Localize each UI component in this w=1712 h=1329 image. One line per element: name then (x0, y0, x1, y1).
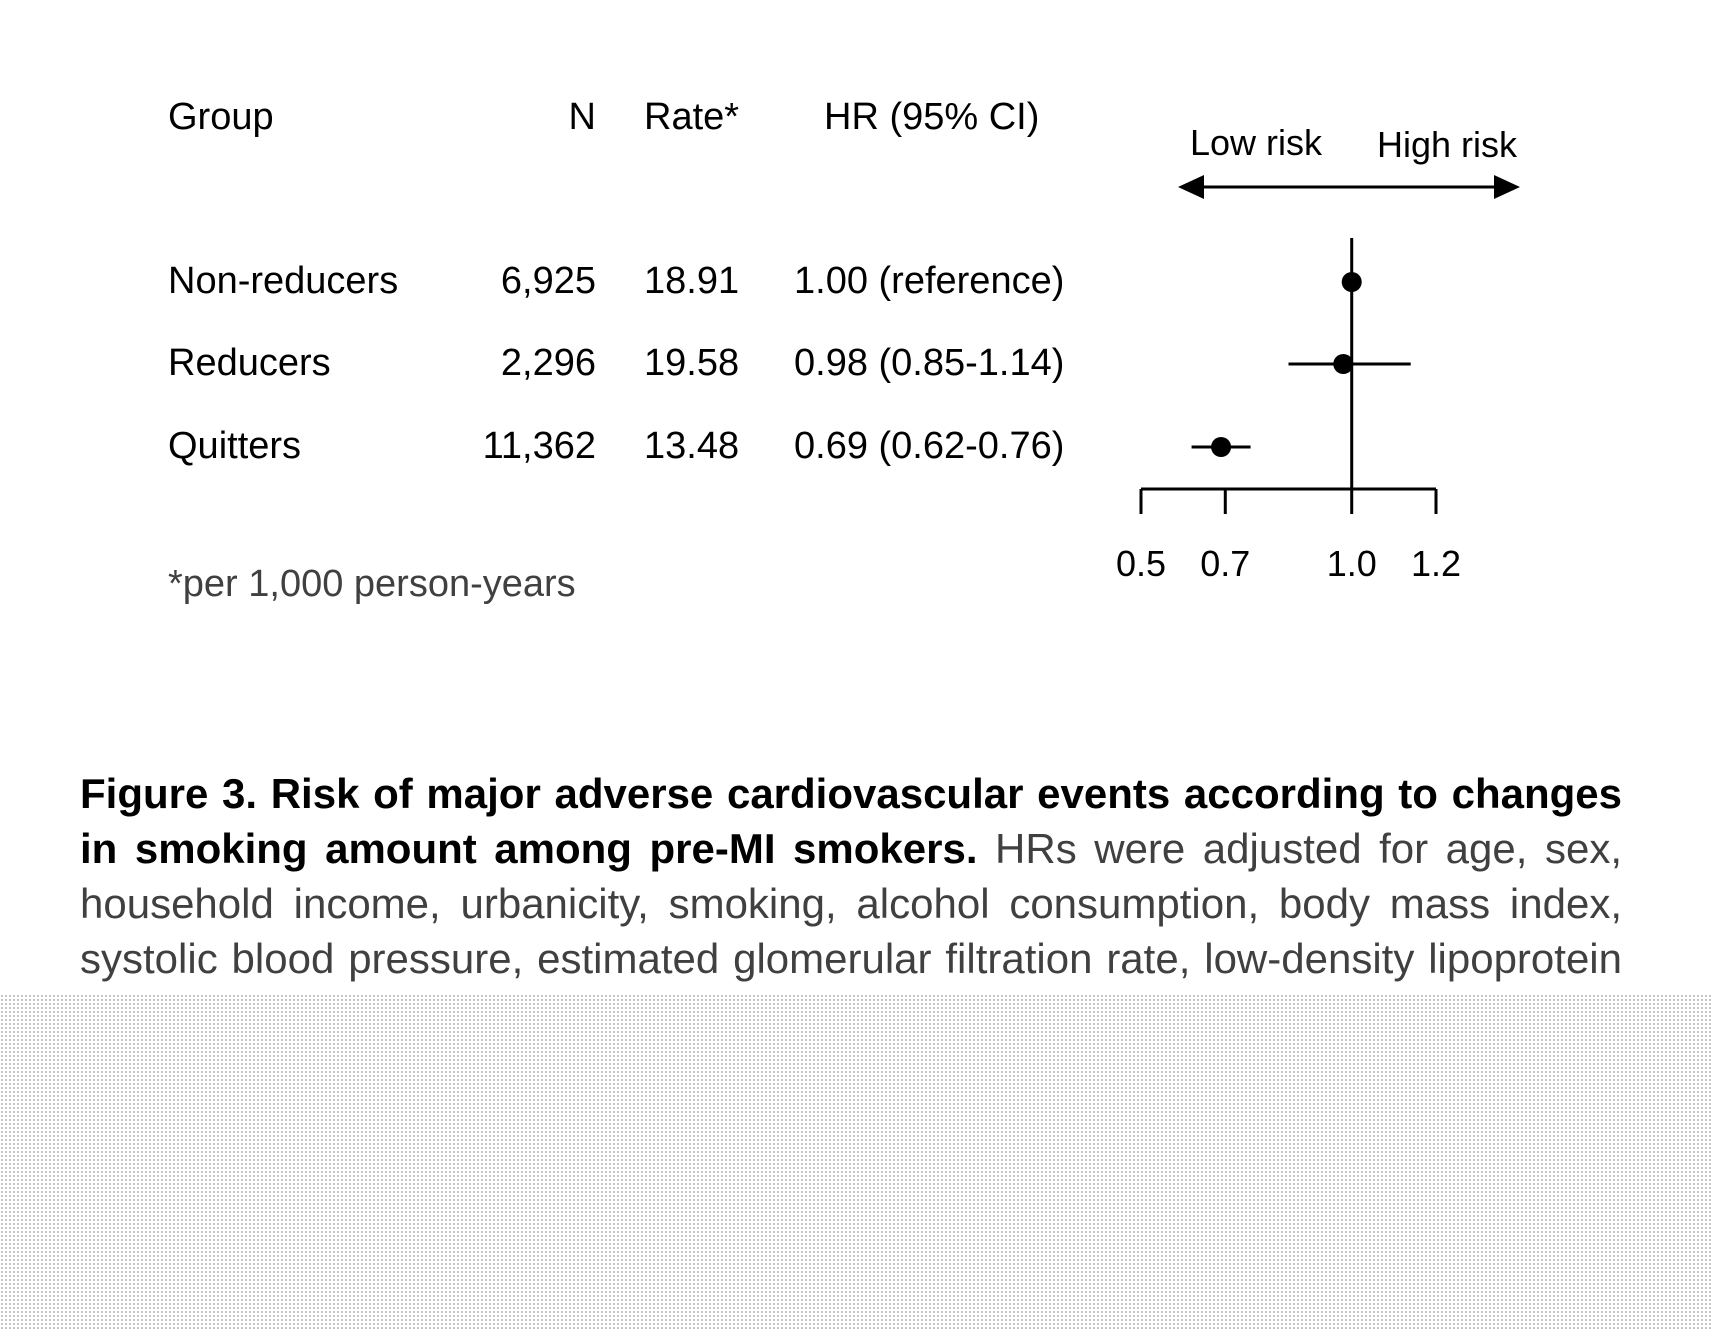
content-cutoff-overlay (0, 994, 1712, 1329)
risk-direction-arrowhead-right (1494, 175, 1520, 199)
row-n: 11,362 (482, 425, 596, 467)
row-rate: 19.58 (644, 342, 740, 384)
low-risk-label: Low risk (1190, 122, 1323, 163)
row-group: Non-reducers (168, 260, 399, 302)
row-n: 2,296 (500, 342, 596, 384)
hr-point (1341, 272, 1362, 292)
x-axis-tick-label: 1.2 (1411, 543, 1461, 584)
row-hr: 0.69 (0.62-0.76) (794, 425, 1065, 467)
row-hr: 1.00 (reference) (794, 260, 1065, 302)
hr-point (1211, 437, 1232, 457)
hr-point (1333, 354, 1354, 374)
row-group: Reducers (168, 342, 331, 384)
row-rate: 18.91 (644, 260, 740, 302)
x-axis-tick-label: 1.0 (1327, 543, 1377, 584)
row-hr: 0.98 (0.85-1.14) (794, 342, 1065, 384)
forest-plot: Low risk High risk 0.5 0.7 1.0 1.2 (1116, 122, 1520, 584)
row-group: Quitters (168, 425, 302, 467)
header-n: N (568, 96, 596, 138)
x-axis-tick-label: 0.5 (1116, 543, 1166, 584)
risk-direction-arrowhead-left (1178, 175, 1204, 199)
caption-title: Figure 3. Risk of major adverse cardiova… (80, 770, 1622, 872)
row-rate: 13.48 (644, 425, 740, 467)
high-risk-label: High risk (1377, 124, 1518, 165)
header-hr: HR (95% CI) (824, 96, 1040, 138)
header-group: Group (168, 96, 274, 138)
header-rate: Rate* (644, 96, 740, 138)
footnote: *per 1,000 person-years (168, 563, 576, 605)
row-n: 6,925 (500, 260, 596, 302)
x-axis-tick-label: 0.7 (1200, 543, 1250, 584)
